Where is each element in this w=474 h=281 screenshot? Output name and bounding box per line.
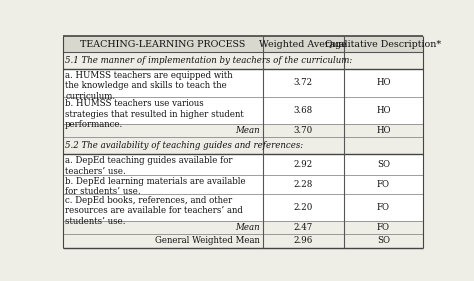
Text: 2.96: 2.96 [293, 237, 313, 246]
Text: 5.1 The manner of implementation by teachers of the curriculum:: 5.1 The manner of implementation by teac… [65, 56, 352, 65]
Text: b. DepEd learning materials are available
for students’ use.: b. DepEd learning materials are availabl… [65, 177, 246, 196]
Text: HO: HO [376, 106, 391, 115]
Text: Qualitative Description*: Qualitative Description* [325, 40, 441, 49]
Bar [63, 221, 423, 234]
Text: SO: SO [377, 160, 390, 169]
Text: 3.72: 3.72 [294, 78, 313, 87]
Bar [63, 194, 423, 221]
Text: 3.70: 3.70 [293, 126, 313, 135]
Text: HO: HO [376, 78, 391, 87]
Text: 2.20: 2.20 [293, 203, 313, 212]
Text: FO: FO [377, 203, 390, 212]
Text: b. HUMSS teachers use various
strategies that resulted in higher student
perform: b. HUMSS teachers use various strategies… [65, 99, 244, 129]
Text: 2.28: 2.28 [293, 180, 313, 189]
Text: SO: SO [377, 237, 390, 246]
Bar [63, 97, 423, 124]
Text: 3.68: 3.68 [293, 106, 313, 115]
Text: a. HUMSS teachers are equipped with
the knowledge and skills to teach the
curric: a. HUMSS teachers are equipped with the … [65, 71, 233, 101]
Text: 2.47: 2.47 [293, 223, 313, 232]
Bar [63, 52, 423, 69]
Text: TEACHING-LEARNING PROCESS: TEACHING-LEARNING PROCESS [80, 40, 246, 49]
Bar [63, 36, 423, 52]
Text: a. DepEd teaching guides available for
teachers’ use.: a. DepEd teaching guides available for t… [65, 157, 233, 176]
Text: FO: FO [377, 223, 390, 232]
Bar [63, 154, 423, 175]
Text: c. DepEd books, references, and other
resources are available for teachers’ and
: c. DepEd books, references, and other re… [65, 196, 243, 226]
Bar [63, 69, 423, 97]
Bar [63, 234, 423, 248]
Text: 5.2 The availability of teaching guides and references:: 5.2 The availability of teaching guides … [65, 141, 303, 150]
Text: FO: FO [377, 180, 390, 189]
Bar [63, 124, 423, 137]
Text: HO: HO [376, 126, 391, 135]
Text: Mean: Mean [235, 126, 260, 135]
Bar [63, 137, 423, 154]
Text: General Weighted Mean: General Weighted Mean [155, 237, 260, 246]
Text: 2.92: 2.92 [293, 160, 313, 169]
Bar [63, 175, 423, 194]
Text: Mean: Mean [235, 223, 260, 232]
Text: Weighted Average: Weighted Average [259, 40, 347, 49]
